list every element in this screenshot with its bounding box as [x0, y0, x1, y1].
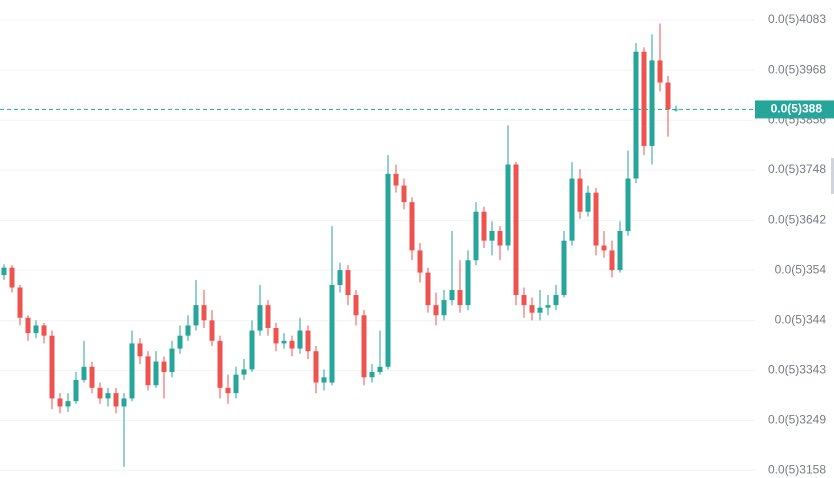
candle-body: [233, 374, 239, 394]
candle-body: [401, 185, 407, 203]
candle-body: [361, 315, 367, 378]
candle-body: [625, 178, 631, 231]
candle-body: [281, 340, 287, 344]
candle-body: [641, 51, 647, 146]
candle-body: [9, 267, 15, 288]
candle-body: [89, 366, 95, 388]
candle-body: [161, 361, 167, 373]
candle-body: [577, 178, 583, 212]
candle-body: [609, 250, 615, 271]
candle-body: [329, 285, 335, 383]
y-tick-label: 0.0(5)3748: [768, 162, 826, 176]
candle-body: [513, 164, 519, 296]
candle-body: [489, 230, 495, 241]
candle-body: [265, 305, 271, 328]
candle-body: [249, 330, 255, 370]
candle-body: [17, 287, 23, 318]
last-price-badge: [755, 100, 834, 119]
candle-body: [305, 330, 311, 352]
y-tick-label: 0.0(5)3249: [768, 413, 826, 427]
candle-body: [441, 300, 447, 316]
candle-body: [225, 387, 231, 394]
candle-body: [25, 317, 31, 334]
candle-body: [193, 305, 199, 326]
candle-body: [73, 379, 79, 402]
y-tick-label: 0.0(5)3158: [768, 462, 826, 476]
candle-body: [289, 340, 295, 349]
candle-body: [505, 164, 511, 246]
candle-body: [217, 340, 223, 388]
last-price-label: 0.0(5)388: [771, 102, 823, 116]
candle-body: [393, 173, 399, 186]
y-tick-label: 0.0(5)344: [775, 313, 827, 327]
candle-body: [105, 393, 111, 399]
candle-body: [353, 295, 359, 316]
candle-body: [617, 230, 623, 271]
candle-body: [81, 366, 87, 380]
candle-body: [585, 192, 591, 212]
candle-body: [465, 260, 471, 306]
candle-body: [137, 343, 143, 357]
candle-body: [385, 173, 391, 367]
y-tick-label: 0.0(5)354: [775, 262, 827, 276]
candle-body: [113, 393, 119, 407]
y-tick-label: 0.0(5)3642: [768, 213, 826, 227]
candle-body: [41, 325, 47, 336]
candle-body: [481, 211, 487, 241]
y-tick-label: 0.0(5)4083: [768, 12, 826, 26]
candle-body: [153, 361, 159, 386]
candle-body: [129, 343, 135, 399]
candle-body: [457, 290, 463, 306]
candle-body: [433, 305, 439, 316]
candle-body: [201, 305, 207, 321]
candle-body: [297, 330, 303, 349]
candle-body: [665, 82, 671, 110]
candle-body: [121, 398, 127, 407]
candle-body: [449, 290, 455, 301]
candle-body: [521, 295, 527, 306]
y-tick-label: 0.0(5)3343: [768, 363, 826, 377]
y-tick-label: 0.0(5)3968: [768, 62, 826, 76]
candle-body: [657, 60, 663, 83]
candle-body: [257, 305, 263, 331]
candle-body: [417, 250, 423, 273]
candle-body: [649, 60, 655, 146]
candle-body: [345, 270, 351, 296]
candle-body: [33, 325, 39, 334]
candle-body: [169, 348, 175, 373]
candle-body: [313, 351, 319, 383]
candle-body: [185, 325, 191, 336]
candle-body: [57, 398, 63, 407]
candle-body: [537, 307, 543, 313]
candle-body: [633, 51, 639, 179]
candle-body: [369, 372, 375, 378]
candle-body: [241, 369, 247, 375]
candle-body: [321, 377, 327, 383]
candle-body: [497, 230, 503, 246]
candle-body: [425, 272, 431, 306]
candle-body: [553, 295, 559, 306]
candle-body: [561, 240, 567, 296]
candle-body: [569, 178, 575, 241]
candle-body: [209, 320, 215, 341]
candle-body: [1, 267, 7, 276]
candle-body: [409, 202, 415, 251]
candle-body: [49, 335, 55, 399]
candle-body: [473, 211, 479, 261]
candle-body: [601, 245, 607, 251]
candle-body: [593, 192, 599, 246]
candle-body: [337, 270, 343, 286]
candle-body: [529, 305, 535, 313]
candle-body: [177, 335, 183, 349]
candle-body: [377, 366, 383, 373]
candle-body: [145, 356, 151, 386]
scrollbar: [831, 158, 834, 194]
candle-body: [273, 327, 279, 344]
candle-body: [65, 401, 71, 407]
candle-body: [97, 387, 103, 399]
candle-body: [545, 305, 551, 308]
